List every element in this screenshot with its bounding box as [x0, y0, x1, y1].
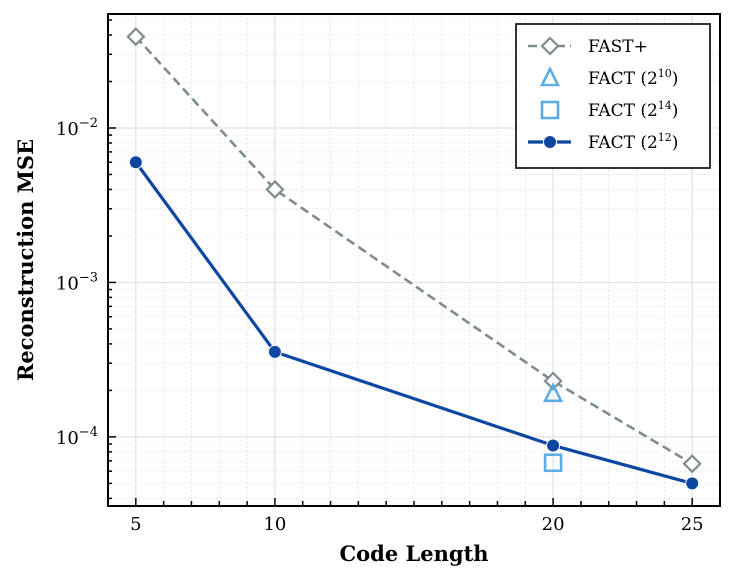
diamond-marker	[540, 36, 560, 56]
circle-marker	[267, 344, 282, 359]
legend-item: FACT (210)	[539, 66, 678, 89]
legend-item: FACT (214)	[540, 99, 678, 121]
legend-item: FACT (212)	[528, 131, 678, 153]
circle-marker	[128, 155, 143, 170]
series-fact-2-14-	[543, 453, 563, 473]
triangle-marker	[542, 381, 564, 403]
legend-label: FACT (210)	[588, 67, 678, 89]
series-line	[134, 161, 693, 485]
legend: FAST+ FACT (210) FACT (214) FACT (212)	[515, 23, 711, 169]
series-fact-2-10-	[542, 381, 564, 403]
diamond-marker	[543, 371, 563, 391]
series-layer	[126, 27, 702, 491]
legend-label: FACT (212)	[588, 131, 678, 153]
square-marker	[543, 453, 563, 473]
y-tick-label: 10−4	[56, 425, 98, 449]
diamond-marker	[126, 27, 146, 47]
series-fact-2-12-	[128, 155, 700, 491]
y-tick-label: 10−2	[56, 116, 98, 140]
ticks: 5 10 20 25 10−2 10−3 10−4	[56, 19, 721, 535]
series-fast-	[126, 27, 702, 474]
diamond-marker	[682, 454, 702, 474]
x-tick-label: 5	[130, 514, 141, 535]
diamond-marker	[265, 179, 285, 200]
x-tick-label: 10	[263, 514, 286, 535]
legend-item: FAST+	[528, 36, 648, 57]
square-marker	[540, 100, 560, 120]
y-tick-label: 10−3	[56, 270, 98, 294]
legend-label: FACT (214)	[588, 99, 678, 121]
triangle-marker	[539, 66, 561, 87]
circle-marker	[546, 438, 561, 453]
series-line	[134, 35, 693, 465]
legend-label: FAST+	[588, 37, 648, 57]
x-tick-label: 25	[681, 514, 704, 535]
x-axis-label: Code Length	[339, 541, 488, 566]
y-axis-label: Reconstruction MSE	[13, 139, 38, 381]
x-tick-label: 20	[542, 514, 565, 535]
circle-marker	[543, 135, 557, 149]
circle-marker	[685, 476, 700, 491]
